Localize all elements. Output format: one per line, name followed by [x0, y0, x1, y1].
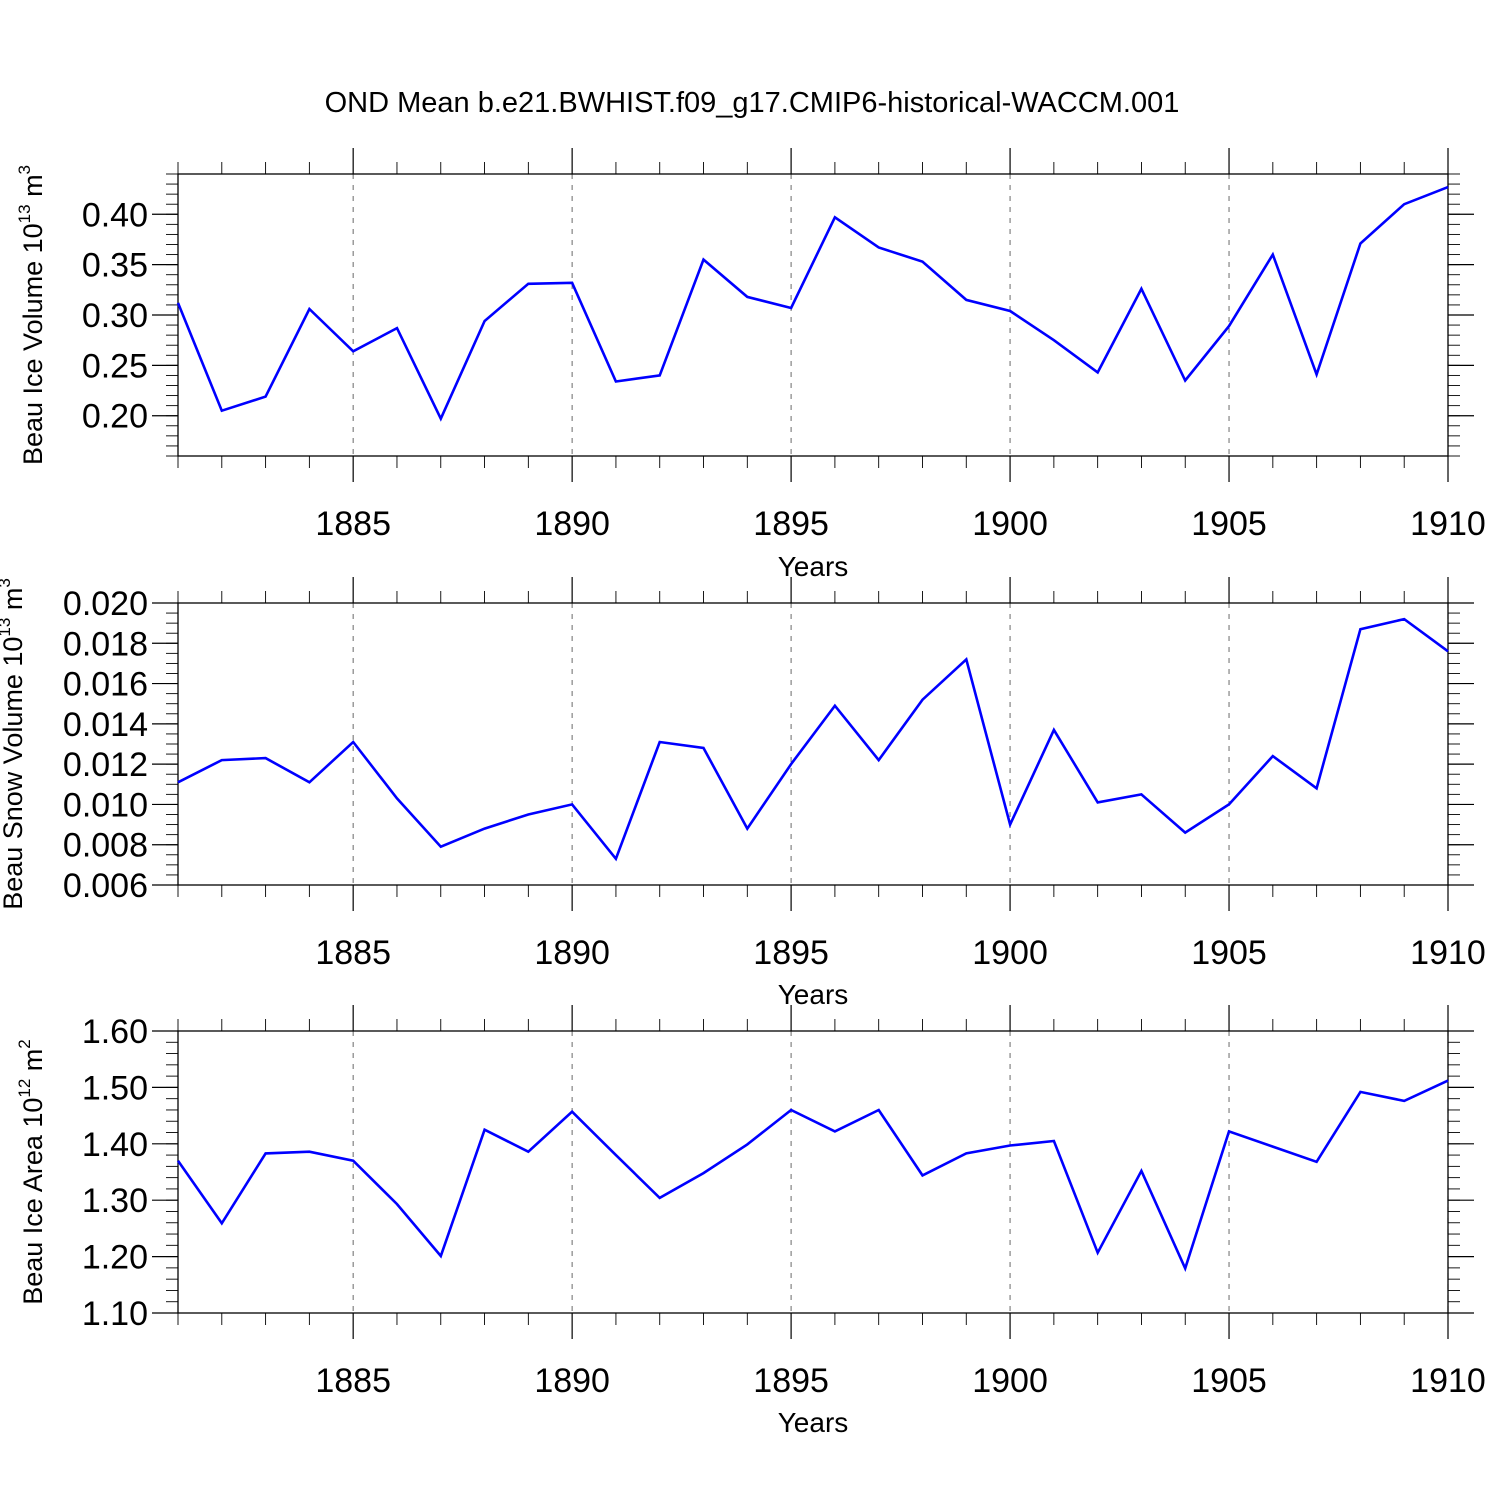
y-tick-label: 1.50 — [82, 1069, 148, 1107]
y-axis-label-ice-volume: Beau Ice Volume 1013 m3 — [15, 165, 48, 465]
x-tick-label-1900: 1900 — [972, 1362, 1048, 1400]
plot-frame-ice-area — [177, 1030, 1449, 1314]
x-tick-label-1895: 1895 — [753, 505, 829, 543]
y-tick-label: 1.40 — [82, 1126, 148, 1164]
x-tick-label-1900: 1900 — [972, 505, 1048, 543]
y-tick-label: 1.30 — [82, 1182, 148, 1220]
y-tick-label: 0.018 — [63, 625, 148, 663]
x-tick-label-1910: 1910 — [1410, 505, 1486, 543]
x-tick-label-1890: 1890 — [534, 1362, 610, 1400]
panel-ice-area: Beau Ice Area 1012 m2 Years 1885 1890 1895… — [15, 1005, 1486, 1438]
series-line-ice-volume — [176, 185, 1449, 422]
x-tick-label-1905: 1905 — [1191, 1362, 1267, 1400]
x-tick-label-1905: 1905 — [1191, 505, 1267, 543]
panel-snow-volume: Beau Snow Volume 1013 m3 Years 1885 1890 1… — [0, 577, 1486, 1010]
y-axis-label-ice-area: Beau Ice Area 1012 m2 — [15, 1039, 48, 1305]
x-axis-label-ice-area: Years — [778, 1407, 849, 1438]
x-tick-label-1885: 1885 — [315, 1362, 391, 1400]
y-tick-label: 0.006 — [63, 867, 148, 905]
y-tick-label: 0.010 — [63, 786, 148, 824]
x-tick-label-1910: 1910 — [1410, 1362, 1486, 1400]
y-tick-label: 1.10 — [82, 1295, 148, 1333]
y-tick-label: 0.012 — [63, 746, 148, 784]
x-tick-label-1905: 1905 — [1191, 934, 1267, 972]
y-axis-label-snow-volume: Beau Snow Volume 1013 m3 — [0, 578, 28, 910]
x-tick-label-1895: 1895 — [753, 1362, 829, 1400]
x-tick-label-1890: 1890 — [534, 934, 610, 972]
y-tick-label: 1.60 — [82, 1013, 148, 1051]
y-tick-label: 1.20 — [82, 1239, 148, 1277]
plot-frame-ice-volume — [177, 173, 1449, 457]
x-tick-label-1900: 1900 — [972, 934, 1048, 972]
x-axis-label-ice-volume: Years — [778, 551, 849, 582]
y-tick-label: 0.020 — [63, 585, 148, 623]
x-tick-label-1910: 1910 — [1410, 934, 1486, 972]
x-tick-label-1890: 1890 — [534, 505, 610, 543]
y-tick-label: 0.008 — [63, 827, 148, 865]
plot-frame-snow-volume — [177, 602, 1449, 886]
chart-title: OND Mean b.e21.BWHIST.f09_g17.CMIP6-hist… — [325, 87, 1180, 119]
panel-ice-volume: Beau Ice Volume 1013 m3 Years 1885 1890 18… — [15, 148, 1486, 582]
series-line-ice-area — [176, 1079, 1449, 1273]
y-tick-label: 0.25 — [82, 347, 148, 385]
y-tick-label: 0.30 — [82, 297, 148, 335]
series-line-snow-volume — [177, 617, 1449, 862]
x-tick-label-1885: 1885 — [315, 934, 391, 972]
x-axis-label-snow-volume: Years — [778, 979, 849, 1010]
y-tick-label: 0.014 — [63, 706, 148, 744]
y-tick-label: 0.35 — [82, 247, 148, 285]
y-tick-label: 0.016 — [63, 666, 148, 704]
y-tick-label: 0.40 — [82, 196, 148, 234]
y-tick-label: 0.20 — [82, 398, 148, 436]
x-tick-label-1895: 1895 — [753, 934, 829, 972]
x-tick-label-1885: 1885 — [315, 505, 391, 543]
